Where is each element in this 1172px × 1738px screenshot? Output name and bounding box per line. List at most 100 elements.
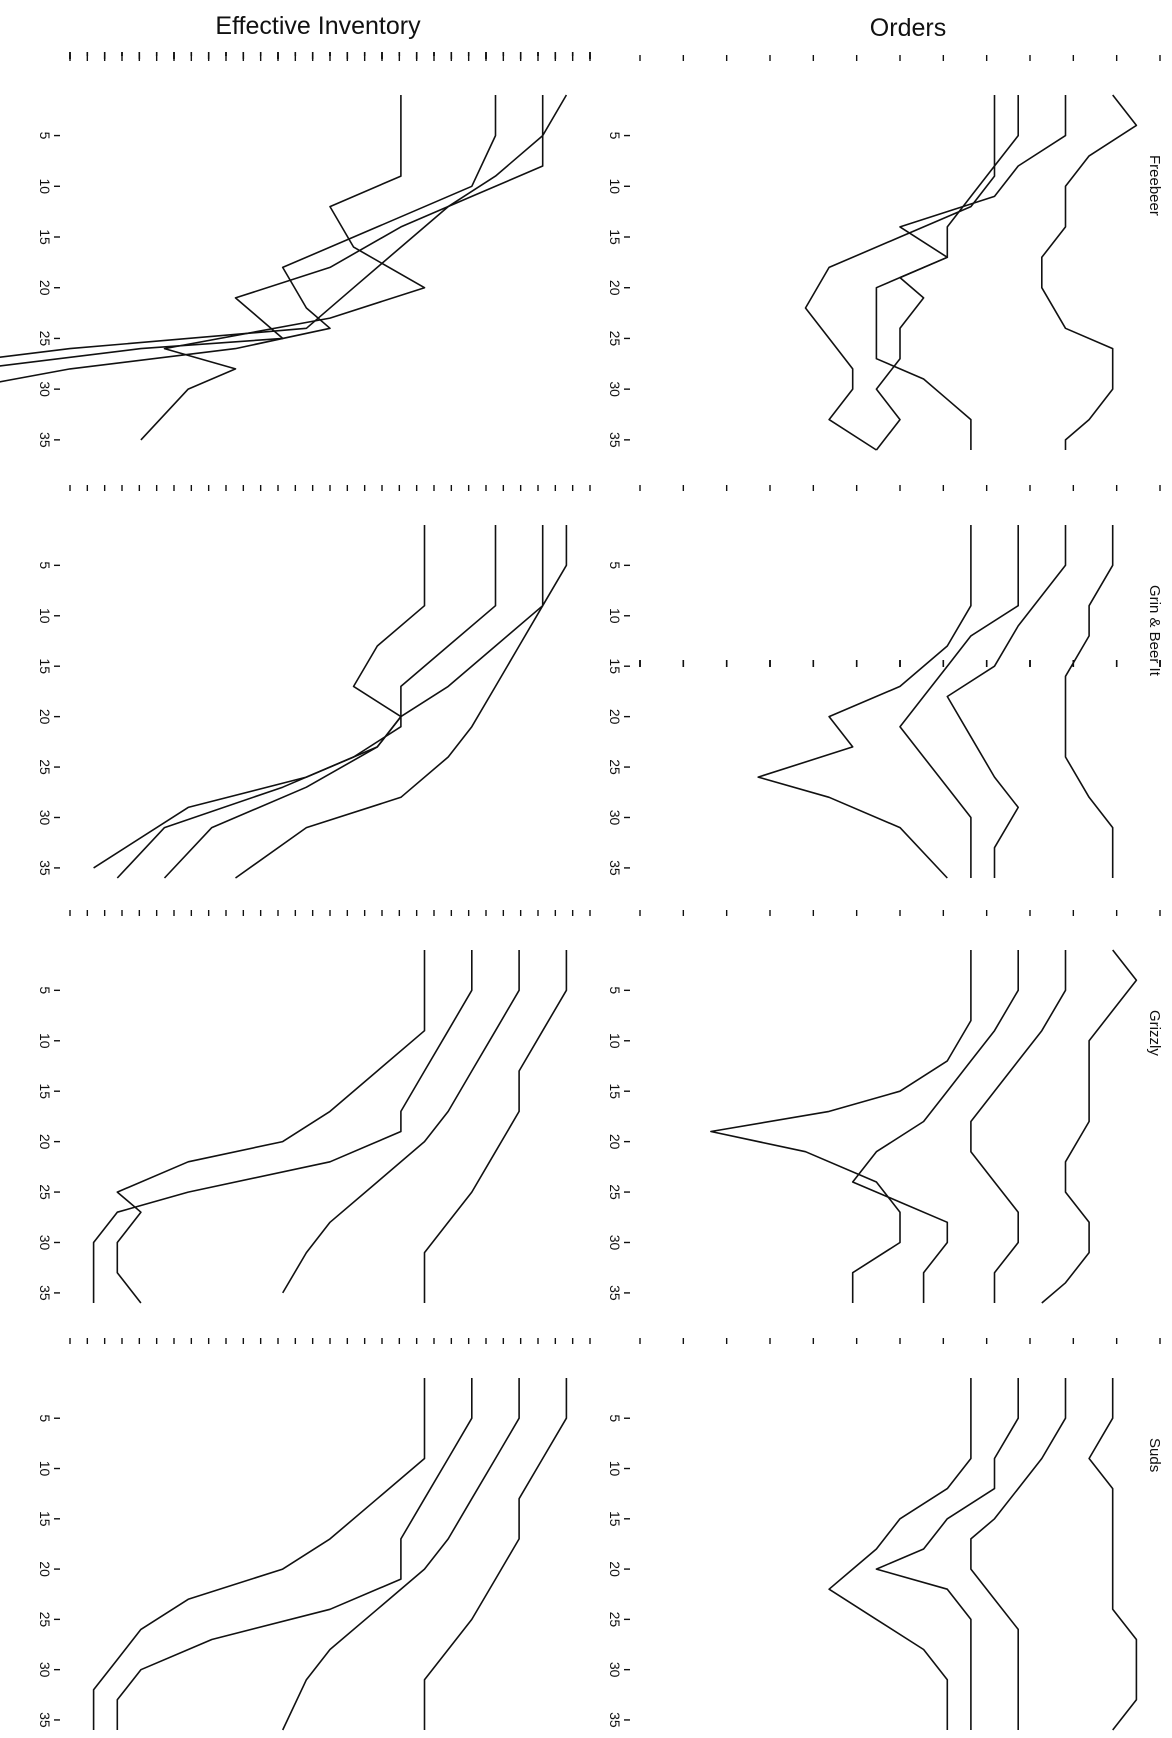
inventory-week-tick-label: 10 xyxy=(37,1461,53,1477)
orders-week-tick-label: 20 xyxy=(607,709,623,725)
orders-series-line-2 xyxy=(875,95,1067,450)
orders-week-tick-label: 35 xyxy=(607,432,623,448)
orders-week-tick-label: 20 xyxy=(607,1134,623,1150)
orders-series-line-3 xyxy=(851,950,1019,1303)
orders-week-tick-label: 35 xyxy=(607,1712,623,1728)
orders-series-line-4 xyxy=(828,1378,972,1730)
orders-week-tick-label: 30 xyxy=(607,1662,623,1678)
inventory-week-tick-label: 35 xyxy=(37,860,53,876)
orders-week-tick-label: 30 xyxy=(607,1235,623,1251)
orders-week-tick-label: 20 xyxy=(607,280,623,296)
orders-week-tick-label: 35 xyxy=(607,860,623,876)
team-label: Freebeer xyxy=(1146,155,1163,216)
inventory-series-line-3 xyxy=(116,525,497,879)
inventory-week-tick-label: 15 xyxy=(37,1511,53,1527)
column-title-effective-inventory: Effective Inventory xyxy=(215,12,421,40)
panel-3: Suds 5 10 15 20 25 30 35 5 10 15 20 25 30 35 xyxy=(37,52,1163,1731)
inventory-series-line-2 xyxy=(163,525,544,879)
inventory-series-line-1 xyxy=(423,950,568,1303)
team-label: Grin & Beer It xyxy=(1146,585,1163,677)
inventory-series-line-3 xyxy=(116,1378,473,1730)
inventory-week-tick-label: 5 xyxy=(37,986,53,994)
orders-week-tick-label: 15 xyxy=(607,1511,623,1527)
orders-week-tick-label: 10 xyxy=(607,608,623,624)
orders-series-line-1 xyxy=(1088,1378,1138,1731)
inventory-series-line-4 xyxy=(93,525,426,869)
orders-week-tick-label: 15 xyxy=(607,1083,623,1099)
inventory-week-tick-label: 30 xyxy=(37,810,53,826)
inventory-week-tick-label: 5 xyxy=(37,132,53,140)
team-label: Suds xyxy=(1146,1438,1163,1472)
orders-series-line-3 xyxy=(875,95,1019,451)
inventory-week-tick-label: 15 xyxy=(37,1083,53,1099)
inventory-week-tick-label: 30 xyxy=(37,1662,53,1678)
orders-series-line-1 xyxy=(1064,525,1114,878)
orders-week-tick-label: 5 xyxy=(607,132,623,140)
inventory-week-tick-label: 25 xyxy=(37,759,53,775)
inventory-week-tick-label: 35 xyxy=(37,1712,53,1728)
orders-series-line-1 xyxy=(1041,949,1138,1304)
orders-series-line-4 xyxy=(710,950,972,1303)
inventory-series-line-2 xyxy=(0,95,544,367)
orders-week-tick-label: 30 xyxy=(607,810,623,826)
inventory-series-line-4 xyxy=(92,1378,426,1730)
orders-week-tick-label: 25 xyxy=(607,331,623,347)
panel-0: Freebeer 5 10 15 20 25 30 35 5 10 15 20 25 30 35 xyxy=(0,52,1163,667)
inventory-series-line-3 xyxy=(92,950,473,1303)
inventory-week-tick-label: 15 xyxy=(37,229,53,245)
panel-1: Grin & Beer It 5 10 15 20 25 30 35 5 10 15 20 25 30 35 xyxy=(37,52,1163,879)
orders-series-line-4 xyxy=(804,95,996,451)
orders-series-line-2 xyxy=(970,950,1067,1303)
inventory-week-tick-label: 20 xyxy=(37,1134,53,1150)
orders-week-tick-label: 35 xyxy=(607,1285,623,1301)
inventory-week-tick-label: 10 xyxy=(37,178,53,194)
orders-week-tick-label: 5 xyxy=(607,1414,623,1422)
inventory-week-tick-label: 25 xyxy=(37,1184,53,1200)
inventory-week-tick-label: 20 xyxy=(37,280,53,296)
inventory-series-line-1 xyxy=(423,1378,568,1730)
team-label: Grizzly xyxy=(1146,1010,1163,1056)
inventory-week-tick-label: 20 xyxy=(37,1561,53,1577)
orders-week-tick-label: 10 xyxy=(607,178,623,194)
inventory-series-line-3 xyxy=(0,95,497,383)
inventory-week-tick-label: 25 xyxy=(37,1612,53,1628)
inventory-series-line-2 xyxy=(281,1378,520,1731)
orders-series-line-2 xyxy=(946,525,1067,878)
inventory-week-tick-label: 10 xyxy=(37,608,53,624)
orders-series-line-1 xyxy=(1041,94,1138,450)
orders-week-tick-label: 25 xyxy=(607,1184,623,1200)
orders-week-tick-label: 5 xyxy=(607,986,623,994)
inventory-week-tick-label: 20 xyxy=(37,709,53,725)
inventory-series-line-1 xyxy=(0,94,568,358)
inventory-week-tick-label: 15 xyxy=(37,658,53,674)
orders-week-tick-label: 15 xyxy=(607,229,623,245)
panel-2: Grizzly 5 10 15 20 25 30 35 5 10 15 20 25 30 35 xyxy=(37,52,1163,1304)
inventory-week-tick-label: 25 xyxy=(37,331,53,347)
inventory-week-tick-label: 5 xyxy=(37,561,53,569)
orders-week-tick-label: 15 xyxy=(607,658,623,674)
inventory-week-tick-label: 35 xyxy=(37,1285,53,1301)
orders-week-tick-label: 5 xyxy=(607,561,623,569)
orders-week-tick-label: 20 xyxy=(607,1561,623,1577)
orders-series-line-2 xyxy=(970,1378,1067,1730)
orders-series-line-4 xyxy=(757,525,972,879)
inventory-series-line-4 xyxy=(116,950,426,1304)
inventory-week-tick-label: 30 xyxy=(37,1235,53,1251)
inventory-week-tick-label: 30 xyxy=(37,381,53,397)
orders-week-tick-label: 25 xyxy=(607,1612,623,1628)
inventory-week-tick-label: 5 xyxy=(37,1414,53,1422)
orders-week-tick-label: 30 xyxy=(607,381,623,397)
inventory-series-line-1 xyxy=(235,525,568,879)
inventory-week-tick-label: 35 xyxy=(37,432,53,448)
orders-week-tick-label: 10 xyxy=(607,1033,623,1049)
orders-week-tick-label: 10 xyxy=(607,1461,623,1477)
orders-week-tick-label: 25 xyxy=(607,759,623,775)
orders-series-line-3 xyxy=(899,525,1019,878)
inventory-series-line-2 xyxy=(282,950,520,1294)
inventory-week-tick-label: 10 xyxy=(37,1033,53,1049)
orders-series-line-3 xyxy=(875,1378,1019,1730)
inventory-series-line-4 xyxy=(140,95,426,441)
column-title-orders: Orders xyxy=(870,14,946,42)
